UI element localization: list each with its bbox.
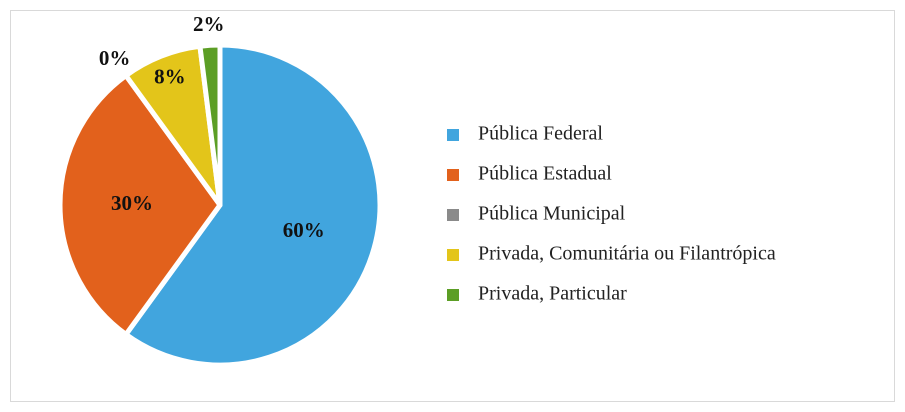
legend-label: Privada, Comunitária ou Filantrópica [478, 243, 776, 265]
legend-swatch [447, 129, 459, 141]
data-label: 60% [283, 218, 325, 242]
legend-label: Pública Estadual [478, 163, 612, 185]
legend-swatch [447, 249, 459, 261]
data-label: 0% [99, 46, 131, 70]
chart: 60% 30% 0% 8% 2% Pública Federal Pública Estad… [0, 0, 905, 412]
legend-label: Pública Municipal [478, 203, 626, 225]
legend-swatch [447, 209, 459, 221]
legend-label: Privada, Particular [478, 283, 627, 305]
legend-swatch [447, 289, 459, 301]
data-label: 8% [154, 64, 186, 88]
legend-swatch [447, 169, 459, 181]
data-label: 30% [111, 191, 153, 215]
legend-label: Pública Federal [478, 123, 603, 145]
data-label: 2% [193, 12, 225, 36]
